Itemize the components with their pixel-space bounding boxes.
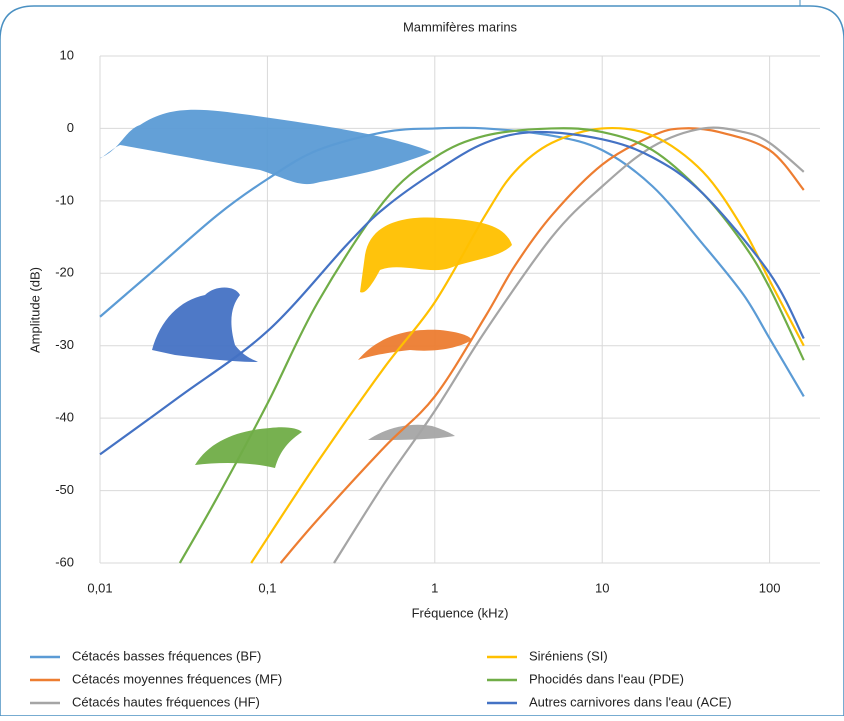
legend-label: Cétacés moyennes fréquences (MF): [72, 671, 282, 686]
series-line: [333, 126, 805, 564]
x-axis-label: Fréquence (kHz): [412, 605, 509, 620]
plot-lines: [99, 126, 805, 564]
x-tick-label: 10: [595, 580, 609, 595]
series-line: [279, 127, 805, 564]
chart-title: Mammifères marins: [403, 19, 518, 34]
sea-lion: [152, 287, 258, 362]
whale: [100, 109, 432, 185]
series-line: [178, 127, 805, 564]
legend-label: Cétacés hautes fréquences (HF): [72, 694, 260, 709]
legend-label: Autres carnivores dans l'eau (ACE): [529, 694, 732, 709]
y-tick-label: 0: [67, 120, 74, 135]
series-line: [250, 126, 805, 564]
y-tick-label: -40: [55, 410, 74, 425]
y-tick-label: -10: [55, 192, 74, 207]
legend-label: Cétacés basses fréquences (BF): [72, 648, 261, 663]
legend-label: Phocidés dans l'eau (PDE): [529, 671, 684, 686]
y-tick-label: -30: [55, 337, 74, 352]
series-line: [99, 126, 805, 397]
x-tick-label: 0,01: [87, 580, 112, 595]
legend-label: Siréniens (SI): [529, 648, 608, 663]
seal: [195, 427, 302, 468]
porpoise: [368, 424, 455, 440]
series-line: [99, 130, 805, 456]
x-tick-label: 1: [431, 580, 438, 595]
y-tick-label: 10: [60, 47, 74, 62]
y-tick-label: -20: [55, 265, 74, 280]
x-tick-label: 100: [759, 580, 781, 595]
y-tick-label: -60: [55, 554, 74, 569]
dolphin: [358, 329, 472, 360]
x-tick-label: 0,1: [258, 580, 276, 595]
y-axis-label: Amplitude (dB): [27, 267, 42, 353]
y-tick-label: -50: [55, 482, 74, 497]
legend: Cétacés basses fréquences (BF) Cétacés mo…: [30, 648, 732, 709]
animal-silhouettes: [100, 109, 512, 468]
